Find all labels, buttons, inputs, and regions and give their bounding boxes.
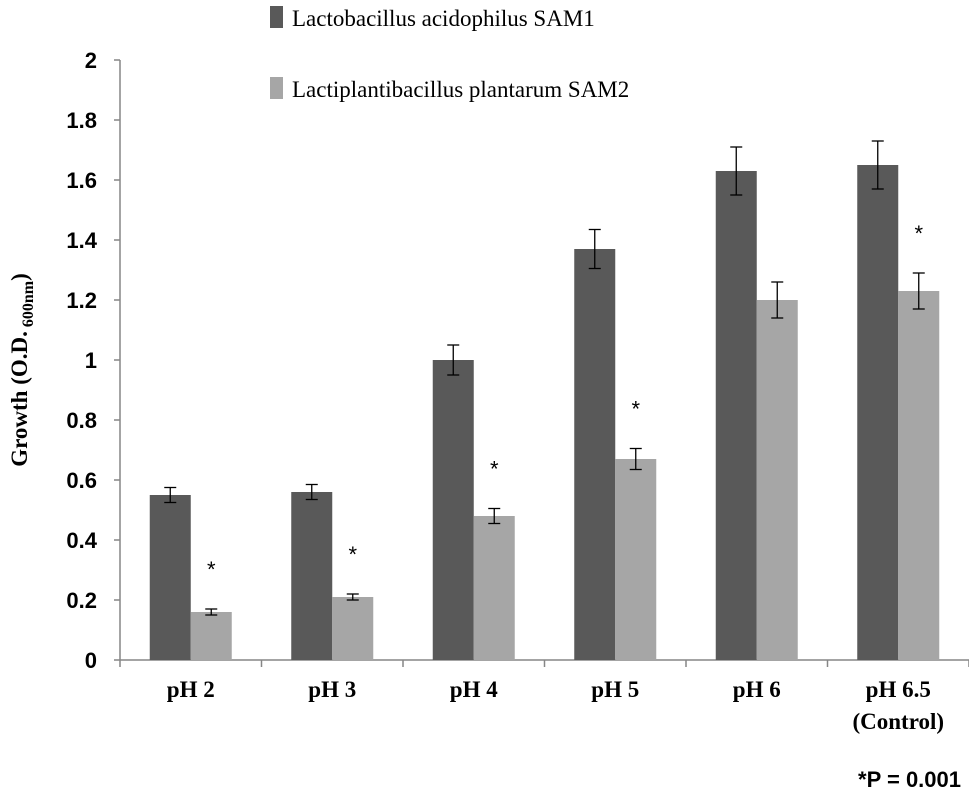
bar-sam1 [149, 495, 191, 660]
legend-label-sam2: Lactiplantibacillus plantarum SAM2 [292, 77, 629, 102]
legend-label-sam1: Lactobacillus acidophilus SAM1 [292, 6, 595, 31]
y-axis-label-main: Growth (O.D. [7, 331, 32, 467]
bar-sam1 [715, 171, 757, 660]
significance-markers: * * * * * [207, 221, 924, 582]
y-tick-label: 0.4 [66, 528, 97, 553]
bar-sam1 [291, 492, 333, 660]
legend-swatch-sam1 [270, 6, 283, 28]
significance-star: * [914, 221, 923, 246]
footnote: *P = 0.001 [858, 767, 961, 792]
legend: Lactobacillus acidophilus SAM1 Lactiplan… [270, 6, 629, 102]
significance-star: * [348, 542, 357, 567]
x-tick-label: pH 6.5 [866, 677, 931, 702]
axes: 0 0.2 0.4 0.6 0.8 1 1.2 1.4 1.6 1.8 2 [66, 48, 969, 673]
bars [149, 165, 940, 660]
y-tick-label: 1.6 [66, 168, 97, 193]
y-axis-label-close: ) [7, 273, 32, 281]
y-tick-label: 1.2 [66, 288, 97, 313]
significance-star: * [490, 457, 499, 482]
x-tick-label: pH 4 [450, 677, 498, 702]
bar-sam2 [898, 291, 940, 660]
error-bars [164, 140, 925, 616]
legend-swatch-sam2 [270, 77, 283, 99]
significance-star: * [207, 557, 216, 582]
y-tick-label: 0.6 [66, 468, 97, 493]
bar-sam1 [432, 360, 474, 660]
y-axis-label: Growth (O.D. 600nm) [7, 273, 37, 467]
y-tick-label: 1.8 [66, 108, 97, 133]
bar-sam2 [473, 516, 515, 660]
y-tick-label: 1.4 [66, 228, 97, 253]
bar-sam2 [756, 300, 798, 660]
x-tick-label: pH 5 [591, 677, 639, 702]
bar-sam2 [190, 612, 232, 660]
x-tick-label-line2: (Control) [852, 709, 944, 734]
x-tick-label: pH 6 [733, 677, 781, 702]
bar-sam1 [857, 165, 899, 660]
y-axis-label-subscript: 600nm [20, 280, 37, 327]
bar-sam2 [615, 459, 657, 660]
y-tick-label: 0.2 [66, 588, 97, 613]
bar-sam1 [574, 249, 616, 660]
y-tick-label: 1 [85, 348, 97, 373]
bar-sam2 [332, 597, 374, 660]
x-tick-label: pH 2 [167, 677, 215, 702]
x-tick-label: pH 3 [308, 677, 356, 702]
category-labels: pH 2 pH 3 pH 4 pH 5 pH 6 pH 6.5 (Control) [167, 677, 944, 734]
y-tick-label: 0 [85, 648, 97, 673]
significance-star: * [631, 397, 640, 422]
y-tick-label: 2 [85, 48, 97, 73]
y-tick-label: 0.8 [66, 408, 97, 433]
